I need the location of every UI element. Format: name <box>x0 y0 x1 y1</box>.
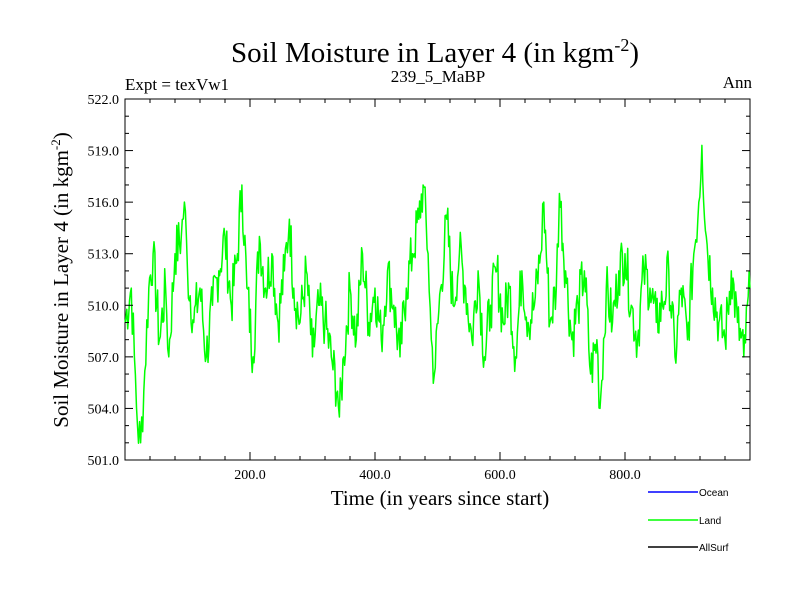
y-tick-label: 504.0 <box>88 402 120 417</box>
legend-land-label: Land <box>699 516 721 527</box>
legend-ocean-label: Ocean <box>699 488 728 499</box>
x-axis-label: Time (in years since start) <box>331 486 550 510</box>
legend: Ocean Land AllSurf <box>648 488 729 554</box>
x-tick-label: 800.0 <box>609 468 641 483</box>
experiment-label: Expt = texVw1 <box>125 75 229 94</box>
x-tick-label: 400.0 <box>359 468 391 483</box>
y-axis-ticks: 501.0 504.0 507.0 510.0 513.0 516.0 519.0 522.0 <box>88 93 750 469</box>
chart-title: Soil Moisture in Layer 4 (in kgm-2) <box>231 35 639 69</box>
x-tick-label: 600.0 <box>484 468 516 483</box>
y-tick-label: 513.0 <box>88 248 120 263</box>
y-tick-label: 519.0 <box>88 145 120 160</box>
y-axis-label: Soil Moisture in Layer 4 (in kgm-2) <box>48 132 73 427</box>
legend-allsurf-label: AllSurf <box>699 543 729 554</box>
y-tick-label: 501.0 <box>88 454 120 469</box>
x-tick-label: 200.0 <box>234 468 266 483</box>
season-label: Ann <box>723 73 753 92</box>
period-label: 239_5_MaBP <box>391 67 485 86</box>
y-tick-label: 522.0 <box>88 93 120 108</box>
x-axis-ticks: 200.0 400.0 600.0 800.0 <box>149 99 726 483</box>
y-tick-label: 516.0 <box>88 196 120 211</box>
y-tick-label: 510.0 <box>88 299 120 314</box>
series-land-line <box>124 144 751 444</box>
y-tick-label: 507.0 <box>88 351 120 366</box>
